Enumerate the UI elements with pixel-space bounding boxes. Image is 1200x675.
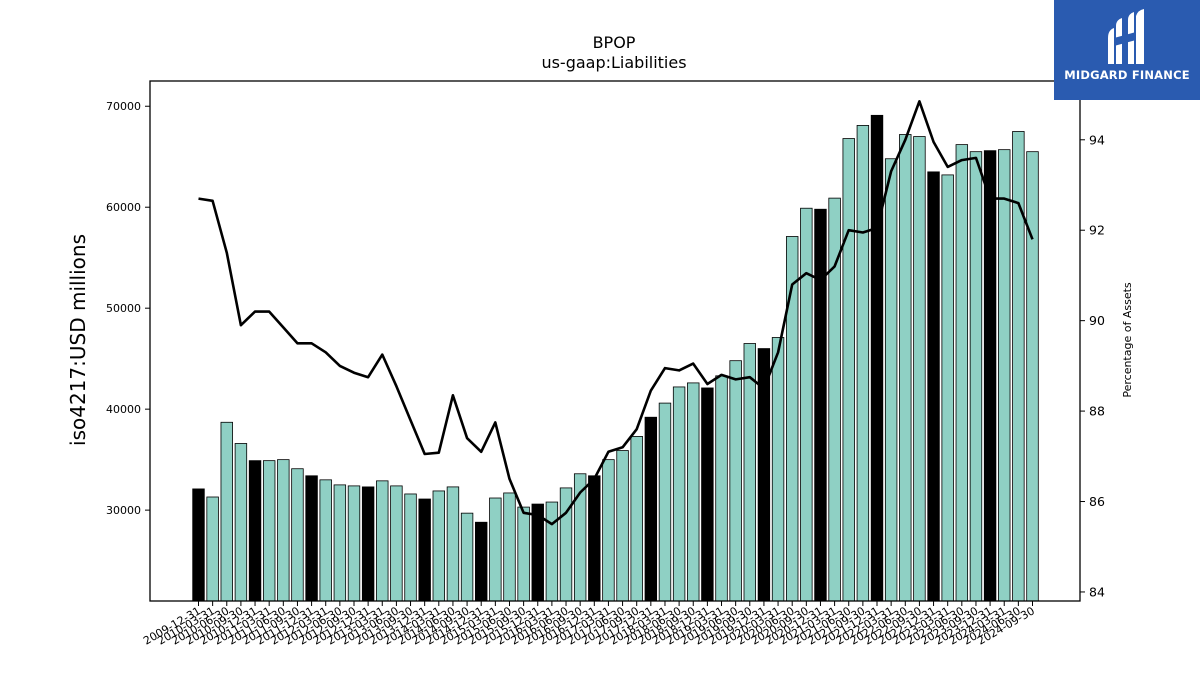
bar — [517, 506, 530, 602]
chart-subtitle: us-gaap:Liabilities — [541, 53, 686, 72]
bar — [1026, 151, 1039, 602]
y2-axis-label: Percentage of Assets — [1121, 282, 1134, 398]
bar — [701, 387, 714, 602]
y-axis-label: iso4217:USD millions — [66, 234, 90, 446]
bar — [376, 480, 389, 602]
bar — [475, 521, 488, 602]
bar — [220, 421, 233, 602]
bar — [206, 496, 219, 602]
bar — [404, 493, 417, 602]
bar — [418, 498, 431, 602]
bar — [291, 468, 304, 602]
y2-tick-label: 94 — [1089, 132, 1105, 147]
y2-tick-label: 86 — [1089, 494, 1105, 509]
y-tick-label: 40000 — [106, 403, 141, 416]
bar — [602, 459, 615, 602]
bar — [616, 450, 629, 602]
percentage-line — [198, 100, 1034, 526]
brand-logo: MIDGARD FINANCE — [1054, 0, 1200, 100]
bar — [390, 485, 403, 602]
bar — [319, 479, 332, 602]
bar — [234, 443, 248, 602]
bar — [983, 150, 997, 602]
bar — [545, 501, 559, 602]
bar — [729, 360, 742, 602]
bar — [899, 134, 912, 602]
bar — [630, 436, 643, 602]
bar-series — [192, 114, 1039, 602]
y2-tick-label: 84 — [1089, 584, 1105, 599]
bar — [503, 492, 516, 602]
chart-title: BPOP — [593, 33, 636, 52]
y2-tick-label: 90 — [1089, 313, 1105, 328]
bar — [489, 497, 502, 602]
bar — [884, 158, 898, 602]
bar — [941, 174, 954, 602]
bar — [432, 490, 446, 602]
bar — [743, 343, 756, 602]
bar — [969, 151, 983, 602]
bar — [913, 136, 926, 602]
y-tick-label: 30000 — [106, 504, 141, 517]
bar — [446, 486, 460, 602]
bar — [842, 138, 855, 602]
bar — [192, 488, 205, 602]
line-series — [198, 100, 1034, 526]
bar — [277, 459, 290, 602]
bar — [361, 486, 375, 602]
bar — [998, 149, 1011, 602]
bar — [658, 402, 672, 602]
logo-text: MIDGARD FINANCE — [1064, 68, 1190, 82]
bar — [305, 475, 318, 602]
bar — [687, 382, 700, 602]
bar — [460, 512, 474, 602]
y2-tick-label: 92 — [1089, 223, 1105, 238]
bar — [771, 337, 785, 602]
bar — [347, 485, 361, 602]
bar — [588, 475, 601, 602]
y2-tick-label: 88 — [1089, 404, 1105, 419]
bar — [814, 208, 827, 602]
bar — [800, 207, 813, 602]
logo-mark-icon — [1108, 9, 1144, 64]
bar — [927, 171, 940, 602]
plot-frame — [149, 80, 1081, 602]
axes: 3000040000500006000070000848688909294200… — [106, 80, 1105, 648]
bar — [785, 236, 799, 602]
bar — [672, 386, 686, 602]
bar — [955, 144, 969, 602]
y-tick-label: 50000 — [106, 302, 141, 315]
bar — [333, 484, 347, 602]
bar — [856, 125, 870, 602]
bar — [262, 460, 276, 602]
bar — [248, 460, 262, 602]
bar — [644, 416, 658, 602]
y-tick-label: 70000 — [106, 100, 141, 113]
y-tick-label: 60000 — [106, 201, 141, 214]
bar — [715, 375, 728, 602]
bar — [870, 114, 884, 602]
